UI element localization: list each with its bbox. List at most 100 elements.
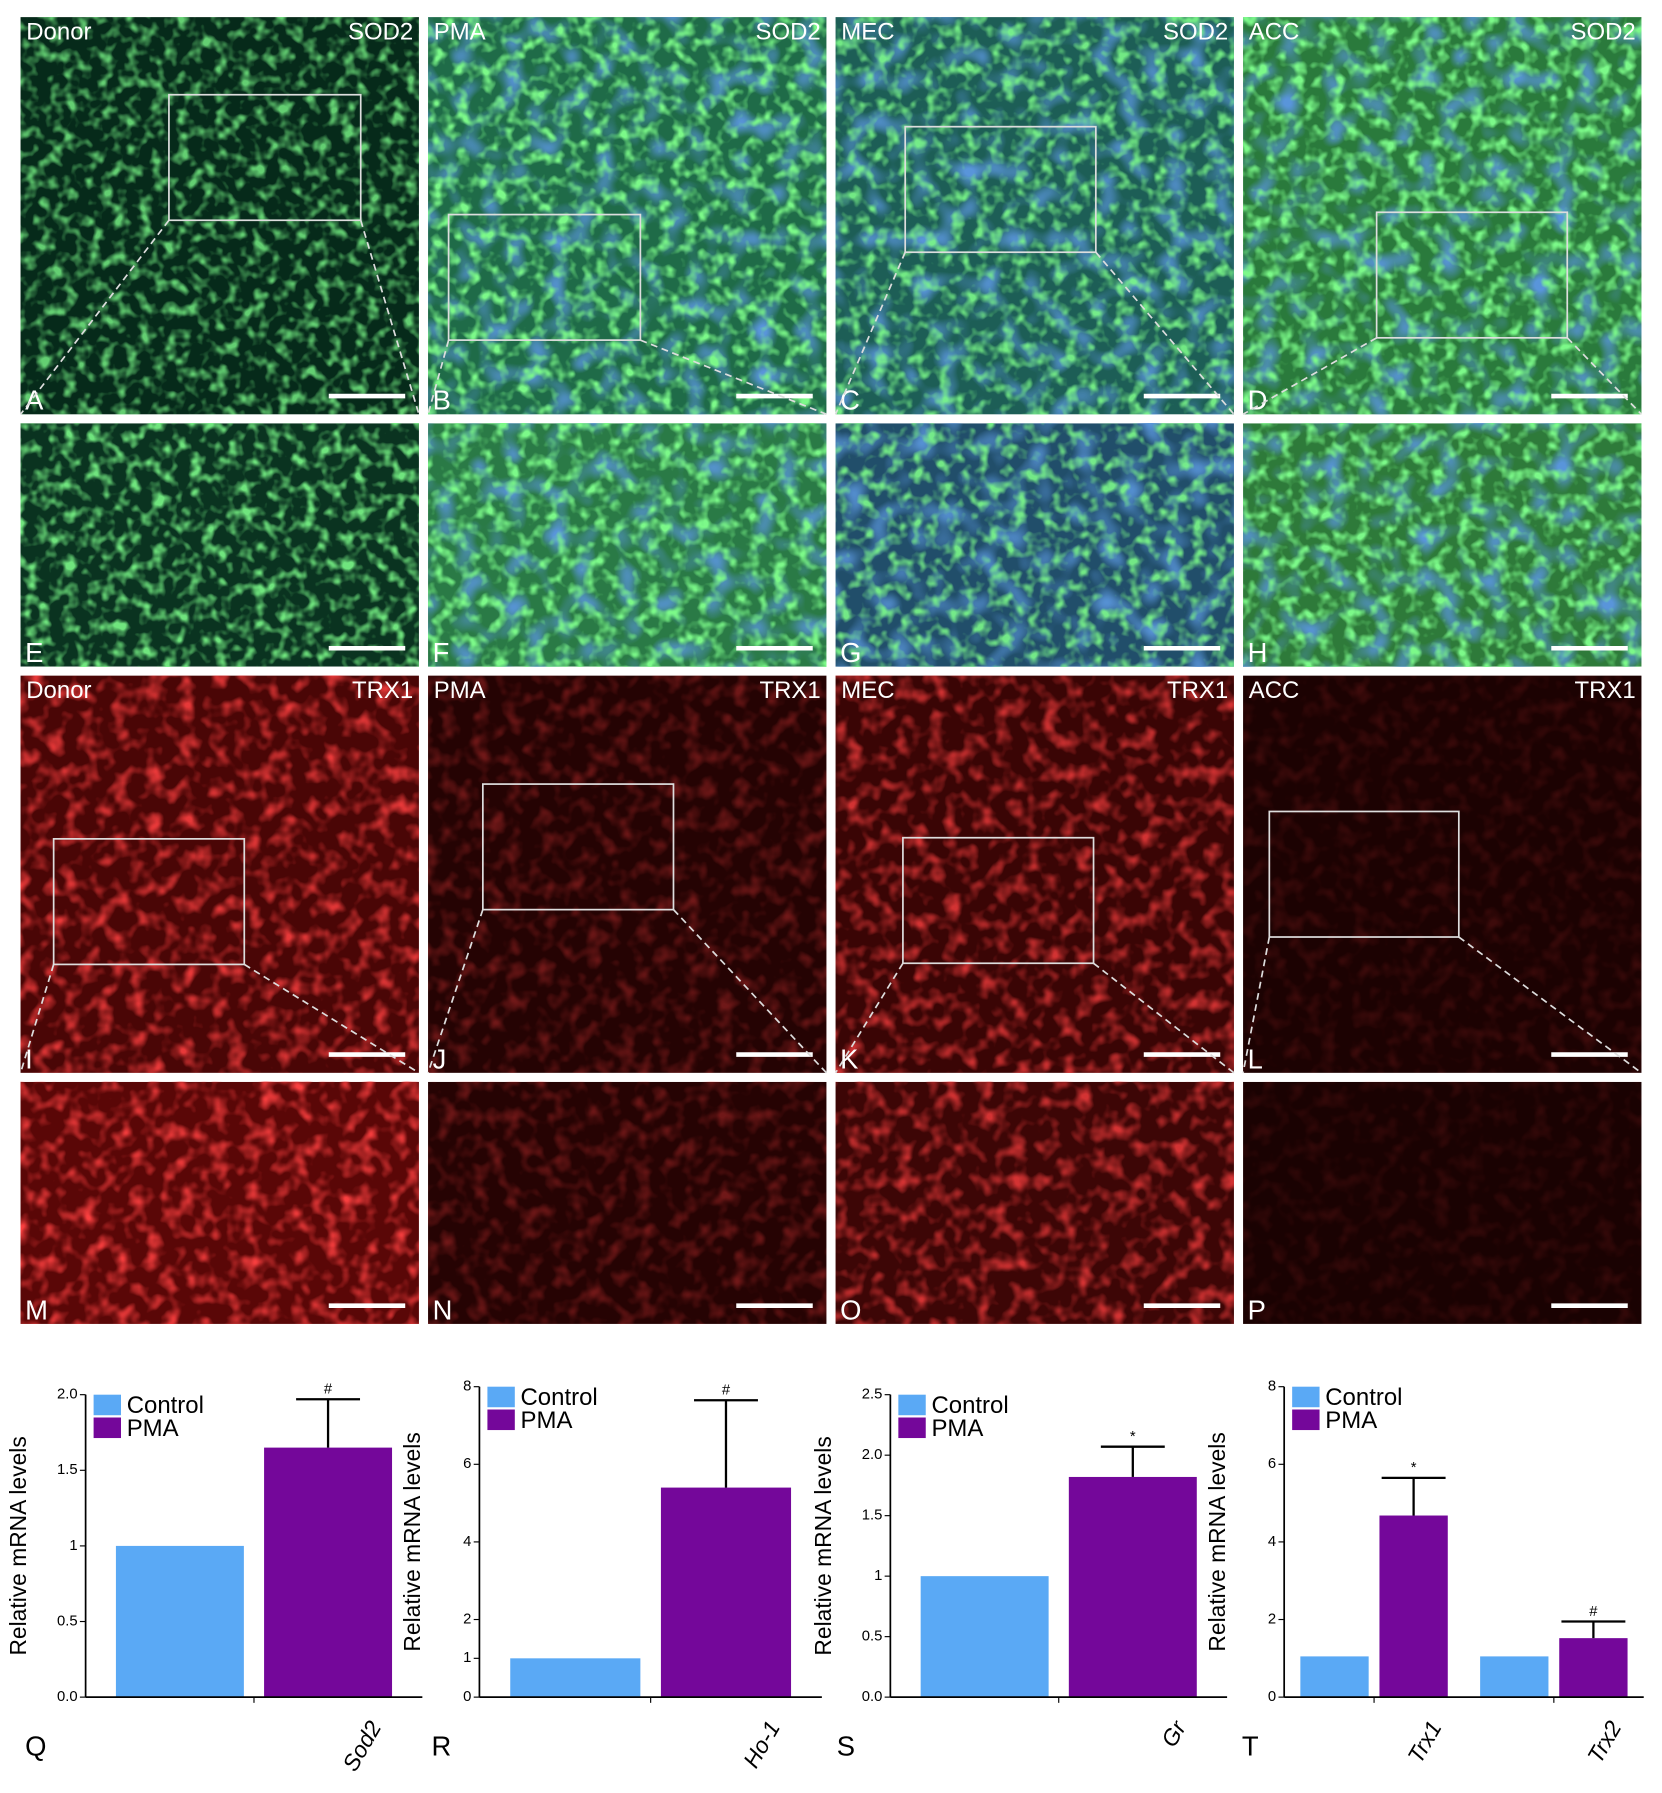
y-tick-label: 4: [463, 1534, 471, 1550]
bar: [264, 1447, 393, 1698]
y-tick-label: 1: [463, 1650, 471, 1666]
y-tick-label: 1.5: [862, 1508, 883, 1524]
zoom-line: [1095, 251, 1235, 415]
panel-letter: K: [840, 1043, 858, 1074]
stain: [1243, 423, 1642, 667]
zoom-box: [904, 125, 1097, 254]
zoom-box: [1375, 211, 1569, 339]
stain: [1243, 1081, 1642, 1324]
panel-letter: E: [25, 637, 43, 668]
x-tick-label: Ho-1: [738, 1716, 785, 1772]
y-tick-label: 1: [874, 1568, 882, 1584]
zoom-line: [19, 964, 55, 1074]
region-label: ACC: [1249, 677, 1300, 704]
y-tick-label: 0.5: [862, 1629, 883, 1645]
marker-label: TRX1: [1575, 677, 1636, 704]
zoom-box: [481, 783, 675, 911]
zoom-box: [1268, 810, 1460, 938]
stain: [835, 17, 1234, 415]
legend-swatch: [487, 1386, 515, 1408]
zoom-box: [902, 836, 1095, 965]
panel-letter: R: [431, 1730, 451, 1761]
region-label: MEC: [841, 677, 894, 704]
stain: [835, 1081, 1234, 1324]
zoom-line: [1242, 337, 1378, 416]
panel-letter: D: [1248, 385, 1268, 416]
stain: [428, 423, 827, 667]
legend-label: Control: [127, 1392, 204, 1419]
marker-label: TRX1: [352, 677, 413, 704]
micrograph: ACC SOD2 D: [1242, 17, 1643, 416]
significance-mark: #: [324, 1382, 333, 1398]
panel-letter: Q: [25, 1730, 46, 1761]
panel-letter: J: [433, 1043, 447, 1074]
legend-label: Control: [1325, 1384, 1402, 1411]
marker-label: SOD2: [755, 19, 820, 46]
y-tick-label: 2.5: [862, 1387, 883, 1403]
marker-label: SOD2: [348, 19, 413, 46]
y-tick-label: 8: [1268, 1379, 1276, 1395]
panel-letter: L: [1248, 1043, 1263, 1074]
marker-label: TRX1: [1167, 677, 1228, 704]
legend-swatch: [898, 1394, 926, 1416]
significance-mark: *: [1411, 1460, 1417, 1476]
marker-label: TRX1: [759, 677, 820, 704]
panel-letter: B: [433, 385, 451, 416]
micrograph: PMA SOD2 B: [427, 17, 827, 416]
panel-letter: A: [25, 385, 44, 416]
legend-label: PMA: [127, 1415, 179, 1442]
region-label: Donor: [26, 19, 91, 46]
panel-letter: G: [840, 637, 861, 668]
zoom-line: [19, 219, 170, 415]
panel-letter: T: [1242, 1730, 1259, 1761]
micrograph: F: [428, 423, 827, 668]
bar: [510, 1658, 641, 1698]
y-tick-label: 0: [1268, 1689, 1276, 1705]
y-tick-label: 2.0: [862, 1447, 883, 1463]
panel-letter: F: [433, 637, 450, 668]
y-tick-label: 6: [463, 1456, 471, 1472]
bar: [115, 1545, 244, 1698]
stain: [20, 1081, 419, 1324]
significance-mark: *: [1130, 1429, 1136, 1445]
zoom-line: [243, 963, 420, 1074]
zoom-line: [834, 251, 906, 415]
zoom-line: [1093, 962, 1235, 1074]
y-tick-label: 6: [1268, 1456, 1276, 1472]
significance-mark: #: [722, 1383, 731, 1399]
y-tick-label: 0.0: [57, 1689, 78, 1705]
y-tick-label: 2.0: [57, 1387, 78, 1403]
marker-label: SOD2: [1571, 19, 1636, 46]
micrograph: Donor TRX1 I: [19, 675, 420, 1074]
x-tick-label: Trx2: [1582, 1716, 1627, 1767]
stain: [20, 675, 419, 1073]
bar: [920, 1576, 1049, 1698]
zoom-line: [427, 339, 450, 415]
micrograph: ACC TRX1 L: [1242, 675, 1642, 1074]
zoom-box: [52, 838, 246, 966]
panel-letter: N: [433, 1294, 453, 1325]
panel-letter: O: [840, 1294, 861, 1325]
x-tick-label: Sod2: [337, 1716, 386, 1775]
y-tick-label: 1.5: [57, 1462, 78, 1478]
stain: [428, 17, 827, 415]
micrograph: MEC TRX1 K: [834, 675, 1235, 1074]
micrograph: PMA TRX1 J: [427, 675, 828, 1074]
y-tick-label: 2: [1268, 1611, 1276, 1627]
y-tick-label: 0.5: [57, 1613, 78, 1629]
region-label: ACC: [1249, 19, 1300, 46]
legend-label: PMA: [931, 1415, 983, 1442]
micrograph: N: [428, 1081, 827, 1325]
zoom-box: [447, 213, 642, 341]
micrograph: O: [835, 1081, 1234, 1325]
zoom-box: [168, 93, 362, 222]
y-tick-label: 8: [463, 1379, 471, 1395]
legend-label: Control: [931, 1392, 1008, 1419]
panel-letter: C: [840, 385, 860, 416]
micrograph: Donor SOD2 A: [19, 17, 420, 416]
zoom-line: [834, 962, 904, 1074]
marker-label: SOD2: [1163, 19, 1228, 46]
legend-swatch: [1292, 1409, 1320, 1431]
legend-label: Control: [521, 1384, 598, 1411]
